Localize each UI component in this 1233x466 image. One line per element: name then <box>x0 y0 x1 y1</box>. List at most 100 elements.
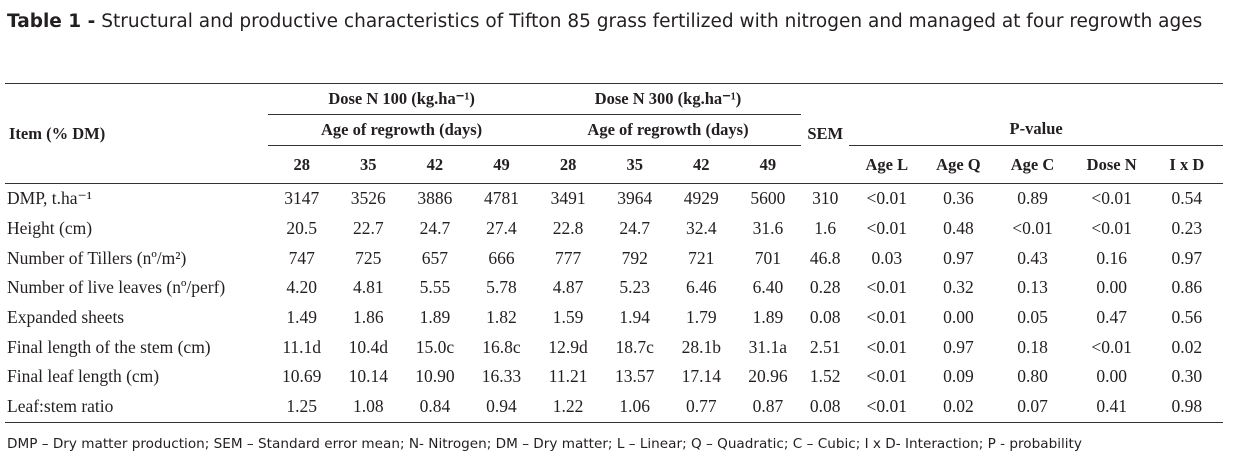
value-cell: 5.78 <box>486 277 517 298</box>
pvalue-cell: <0.01 <box>866 277 908 298</box>
pvalue-cell: <0.01 <box>1012 218 1053 239</box>
value-cell: 3886 <box>417 188 453 209</box>
table-row: DMP, t.ha⁻¹ 3147 3526 3886 4781 3491 3964 4929 5… <box>5 184 1223 214</box>
value-cell: 32.4 <box>685 218 717 239</box>
value-cell: 0.84 <box>419 396 451 417</box>
value-cell: 1.94 <box>619 307 650 328</box>
pvalue-cell: 0.00 <box>1096 277 1127 298</box>
value-cell: 1.79 <box>685 307 717 328</box>
sem-cell: 2.51 <box>809 336 841 357</box>
value-cell: 3491 <box>550 188 586 209</box>
value-cell: 28.1b <box>681 336 721 357</box>
value-cell: 1.25 <box>286 396 318 417</box>
table-body: DMP, t.ha⁻¹ 3147 3526 3886 4781 3491 3964 4929 5… <box>5 184 1223 423</box>
table-row: Height (cm) 20.5 22.7 24.7 27.4 22.8 24.7 32.4 3… <box>5 214 1223 244</box>
value-cell: 15.0c <box>415 336 455 357</box>
pvalue-cell: 0.00 <box>943 307 974 328</box>
item-cell: Final length of the stem (cm) <box>7 336 211 357</box>
sem-cell: 1.52 <box>809 366 841 387</box>
pvalue-cell: 0.56 <box>1171 307 1203 328</box>
header-row: 28 35 42 49 28 35 42 49 Age L Age Q Age C Dose N I x… <box>5 146 1223 184</box>
sem-cell: 0.08 <box>809 396 841 417</box>
value-cell: 1.08 <box>352 396 384 417</box>
day-header: 28 <box>559 154 577 174</box>
sem-header: SEM <box>807 123 844 143</box>
value-cell: 24.7 <box>419 218 451 239</box>
value-cell: 747 <box>288 247 315 268</box>
value-cell: 11.1d <box>282 336 322 357</box>
day-header: 28 <box>293 154 310 174</box>
value-cell: 792 <box>621 247 648 268</box>
value-cell: 3526 <box>350 188 386 209</box>
value-cell: 16.8c <box>482 336 521 357</box>
value-cell: 16.33 <box>481 366 522 387</box>
pvalue-cell: 0.86 <box>1171 277 1203 298</box>
pvalue-column-header: I x D <box>1169 154 1205 174</box>
value-cell: 20.96 <box>748 366 788 387</box>
pvalue-cell: 0.00 <box>1096 366 1127 387</box>
pvalue-cell: <0.01 <box>866 396 908 417</box>
value-cell: 10.14 <box>348 366 388 387</box>
value-cell: 4.87 <box>552 277 584 298</box>
sem-cell: 0.08 <box>809 307 841 328</box>
value-cell: 0.94 <box>486 396 517 417</box>
value-cell: 3147 <box>284 188 320 209</box>
data-table: Item (% DM) Dose N 100 (kg.ha⁻¹) Dose N … <box>5 83 1223 423</box>
pvalue-cell: 0.07 <box>1017 396 1048 417</box>
pvalue-cell: 0.18 <box>1017 336 1048 357</box>
sem-cell: 46.8 <box>809 247 841 268</box>
pvalue-cell: 0.30 <box>1171 366 1203 387</box>
pvalue-column-header: Dose N <box>1086 154 1137 174</box>
value-cell: 3964 <box>617 188 653 209</box>
title-label: Table 1 - <box>7 11 96 32</box>
day-header: 49 <box>759 154 777 174</box>
value-cell: 1.22 <box>552 396 584 417</box>
item-header: Item (% DM) <box>9 123 106 143</box>
pvalue-column-header: Age C <box>1010 154 1055 174</box>
pvalue-cell: 0.32 <box>943 277 974 298</box>
day-header: 49 <box>493 154 510 174</box>
value-cell: 5.55 <box>419 277 451 298</box>
pvalue-cell: <0.01 <box>866 366 908 387</box>
item-cell: Leaf:stem ratio <box>7 396 114 417</box>
value-cell: 1.86 <box>352 307 384 328</box>
value-cell: 4.20 <box>286 277 318 298</box>
value-cell: 657 <box>421 247 449 268</box>
value-cell: 6.46 <box>685 277 717 298</box>
item-cell: Number of Tillers (nº/m²) <box>7 247 187 268</box>
value-cell: 1.49 <box>286 307 318 328</box>
item-cell: Number of live leaves (nº/perf) <box>7 277 226 298</box>
value-cell: 22.7 <box>352 218 384 239</box>
pvalue-cell: 0.03 <box>871 247 903 268</box>
pvalue-column-header: Age L <box>865 154 909 174</box>
header-row: Item (% DM) Dose N 100 (kg.ha⁻¹) Dose N … <box>5 83 1223 146</box>
item-cell: Expanded sheets <box>7 307 125 328</box>
title-text: Structural and productive characteristic… <box>101 11 1203 32</box>
pvalue-header: P-value <box>849 83 1223 146</box>
item-cell: Height (cm) <box>7 218 93 239</box>
value-cell: 5600 <box>750 188 786 209</box>
pvalue-cell: 0.97 <box>1171 247 1203 268</box>
value-cell: 725 <box>355 247 382 268</box>
pvalue-cell: 0.97 <box>943 336 974 357</box>
day-header: 42 <box>426 154 444 174</box>
table-row: Leaf:stem ratio 1.25 1.08 0.84 0.94 1.22 1.06 0… <box>5 392 1223 422</box>
value-cell: 24.7 <box>619 218 650 239</box>
table-row: Final length of the stem (cm) 11.1d 10.4d 1… <box>5 332 1223 362</box>
pvalue-cell: 0.05 <box>1017 307 1048 328</box>
sem-cell: 310 <box>812 188 839 209</box>
pvalue-cell: <0.01 <box>1091 188 1132 209</box>
value-cell: 5.23 <box>619 277 650 298</box>
table-row: Final leaf length (cm) 10.69 10.14 10.90 16.… <box>5 362 1223 392</box>
value-cell: 22.8 <box>552 218 584 239</box>
pvalue-cell: 0.43 <box>1017 247 1048 268</box>
pvalue-cell: 0.48 <box>943 218 974 239</box>
pvalue-cell: <0.01 <box>1091 218 1132 239</box>
value-cell: 31.6 <box>752 218 784 239</box>
table-row: Expanded sheets 1.49 1.86 1.89 1.82 1.59 1.94 1… <box>5 303 1223 333</box>
pvalue-cell: 0.80 <box>1017 366 1048 387</box>
value-cell: 4929 <box>683 188 719 209</box>
pvalue-cell: 0.16 <box>1096 247 1127 268</box>
pvalue-cell: 0.89 <box>1017 188 1048 209</box>
value-cell: 4781 <box>483 188 519 209</box>
